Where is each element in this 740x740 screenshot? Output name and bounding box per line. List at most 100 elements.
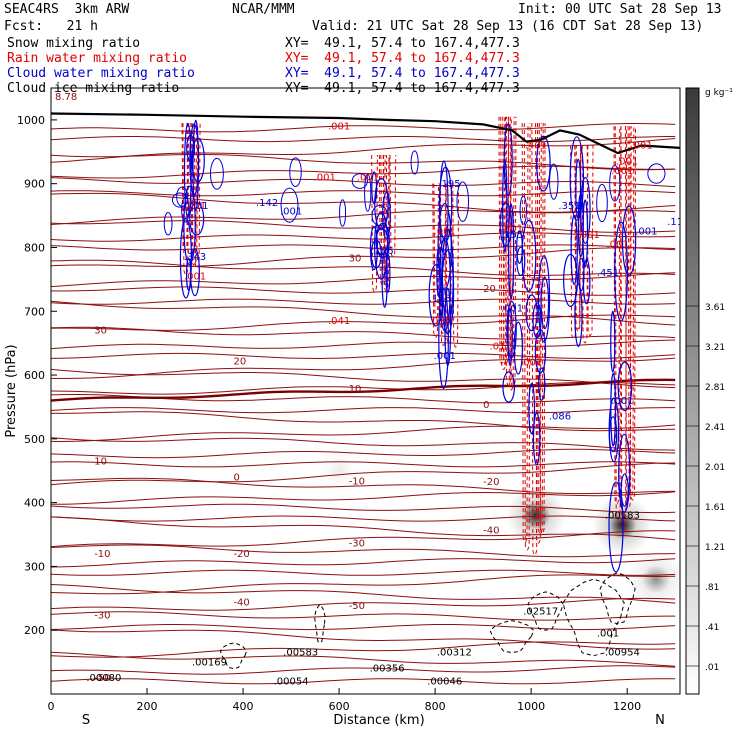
axes: 0 200 400 600 800 1000 12002003004005006007008… <box>17 114 641 713</box>
cloud-water-contour <box>428 264 444 327</box>
cloud-water-contour <box>502 371 516 403</box>
cloud-water-contour <box>507 308 513 365</box>
top-left-contour-label: 8.78 <box>55 92 77 103</box>
rain-label: .001 <box>184 201 206 212</box>
colorbar-label: .41 <box>705 623 719 633</box>
cloud-water-contour <box>617 361 633 412</box>
forecast-hour: Fcst: 21 h <box>4 19 98 34</box>
rain-label: .001 <box>520 357 542 368</box>
isotherm-line <box>51 136 676 143</box>
cloud-water-contour <box>436 246 442 298</box>
cloud-ice-shading <box>325 456 354 485</box>
cloud-water-contour <box>536 135 551 192</box>
cloud-water-contour <box>441 250 455 335</box>
colorbar-label: 2.81 <box>705 383 725 393</box>
x-tick-label: 0 <box>48 700 55 713</box>
cloud-water-label: .142 <box>256 198 278 209</box>
cloud-water-contour <box>549 163 559 200</box>
cloud-water-contour <box>181 196 190 223</box>
rain-contour <box>521 123 529 544</box>
terrain-surface <box>51 112 680 155</box>
cloud-water-contour <box>189 202 205 236</box>
cloud-water-contour <box>525 294 538 332</box>
isotherm-label: -20 <box>483 477 499 488</box>
snow-label: .00312 <box>437 648 472 659</box>
field-cloud-water-name: Cloud water mixing ratio <box>7 66 195 81</box>
isotherm-line <box>51 190 676 197</box>
cloud-water-label: .001 <box>635 227 657 238</box>
isotherm-line <box>51 515 676 522</box>
rain-label: .001 <box>357 172 379 183</box>
rain-contour <box>502 116 510 366</box>
plot-frame <box>50 87 681 695</box>
rain-label: .001 <box>328 121 350 132</box>
y-tick-label: 500 <box>24 433 45 446</box>
isotherm-label: -40 <box>233 598 249 609</box>
isotherm-line <box>51 381 676 395</box>
colorbar-label: .01 <box>705 663 719 673</box>
isotherm-label: 30 <box>94 326 107 337</box>
cloud-water-contour <box>516 246 526 276</box>
rain-contour <box>452 183 460 348</box>
isotherm-label: 30 <box>349 253 362 264</box>
isotherm-label: -20 <box>233 549 249 560</box>
cloud-water-contour <box>171 192 189 208</box>
cloud-water-contour <box>521 219 537 292</box>
isotherm-line <box>51 462 676 486</box>
cloud-water-label: .351 <box>558 201 580 212</box>
isotherm-line <box>51 491 676 505</box>
rain-label: .001 <box>616 157 638 168</box>
y-tick-label: 200 <box>24 624 45 637</box>
colorbar-label: 3.21 <box>705 343 725 353</box>
colorbar-label: .81 <box>705 583 719 593</box>
valid-time: Valid: 21 UTC Sat 28 Sep 13 (16 CDT Sat … <box>312 19 704 34</box>
colorbar-label: 2.01 <box>705 463 725 473</box>
isotherm-label: 20 <box>483 284 496 295</box>
south-label: S <box>82 713 90 728</box>
isotherm-label: 0 <box>233 473 239 484</box>
isotherm-line <box>51 574 676 595</box>
cloud-water-contours <box>163 119 666 573</box>
rain-contour <box>507 116 515 391</box>
isotherm-label: 20 <box>233 356 246 367</box>
rain-contour <box>509 116 517 387</box>
cloud-water-contour <box>618 433 631 513</box>
snow-contours <box>219 572 636 670</box>
rain-contour <box>581 145 589 344</box>
cloud-water-label: .11 <box>667 217 683 228</box>
cloud-water-contour <box>570 214 578 286</box>
north-label: N <box>655 713 665 728</box>
cloud-water-label: .195 <box>438 179 460 190</box>
isotherm-line <box>51 530 676 548</box>
y-tick-label: 600 <box>24 369 45 382</box>
snow-label: .00169 <box>192 657 227 668</box>
x-axis-title: Distance (km) <box>333 713 424 728</box>
colorbar: g kg⁻¹ .01 .41 .81 1.21 1.61 2.01 2.41 2.81 3.21… <box>685 87 733 695</box>
isotherm-line <box>51 651 676 667</box>
contour-labels: .00080 .00054 .00046 .00356 .00169 .00583 .003… <box>55 92 683 687</box>
colorbar-label: 1.21 <box>705 543 725 553</box>
cloud-water-contour <box>339 199 347 227</box>
init-time: Init: 00 UTC Sat 28 Sep 13 <box>518 2 722 17</box>
rain-contour <box>445 183 453 345</box>
y-tick-label: 900 <box>24 178 45 191</box>
rain-label: .001 <box>434 227 456 238</box>
cloud-water-label: .001 <box>280 206 302 217</box>
isotherm-label: 10 <box>94 456 107 467</box>
cloud-water-label: .155 <box>501 230 523 241</box>
isotherm-line <box>51 477 676 495</box>
cloud-water-contour <box>371 204 388 227</box>
rain-contour <box>378 154 386 286</box>
isotherm-line <box>51 339 676 350</box>
colorbar-unit: g kg⁻¹ <box>705 88 733 98</box>
cloud-water-contour <box>614 221 629 322</box>
cloud-water-contour <box>596 183 608 223</box>
snow-label: .00080 <box>86 673 121 684</box>
rain-label: .032 <box>429 316 451 327</box>
snow-label: .00356 <box>370 664 405 675</box>
cloud-water-contour <box>364 173 372 212</box>
isotherm-line <box>51 205 676 225</box>
cloud-water-contour <box>609 164 621 202</box>
isotherm-line <box>51 569 676 576</box>
